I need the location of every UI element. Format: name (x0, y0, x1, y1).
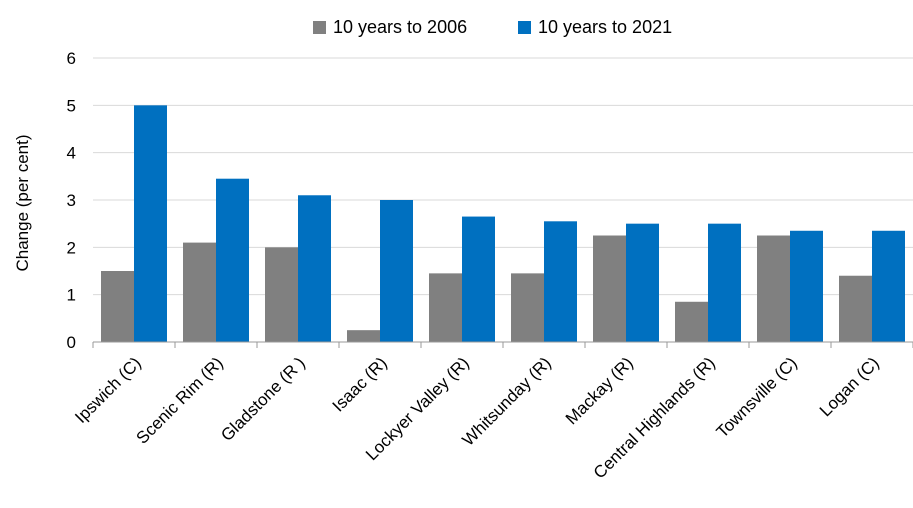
category-label: Townsville (C) (713, 353, 801, 441)
bar-2006 (183, 242, 216, 342)
y-tick-label: 3 (67, 191, 76, 210)
bar-2021 (708, 223, 741, 342)
legend-swatch (518, 21, 531, 34)
y-tick-label: 5 (67, 96, 76, 115)
category-label: Mackay (R) (562, 353, 637, 428)
y-axis-ticks: 0 1 2 3 4 5 6 (67, 49, 76, 352)
legend-label: 10 years to 2021 (538, 17, 672, 37)
category-label: Whitsunday (R) (459, 353, 555, 449)
legend: 10 years to 2006 10 years to 2021 (313, 17, 672, 37)
bar-2006 (839, 275, 872, 342)
bar-2006 (265, 247, 298, 342)
y-tick-label: 1 (67, 286, 76, 305)
legend-swatch (313, 21, 326, 34)
category-labels: Ipswich (C)Scenic Rim (R)Gladstone (R ) I… (71, 353, 883, 482)
bar-2021 (134, 105, 167, 342)
bar-2021 (872, 230, 905, 342)
bar-2006 (757, 235, 790, 342)
bars (101, 105, 905, 342)
category-label: Isaac (R) (329, 353, 391, 415)
category-label: Logan (C) (816, 353, 883, 420)
x-axis (92, 341, 913, 348)
bar-2006 (675, 301, 708, 342)
bar-2021 (298, 195, 331, 342)
legend-label: 10 years to 2006 (333, 17, 467, 37)
bar-2021 (380, 200, 413, 342)
y-tick-label: 2 (67, 238, 76, 257)
category-label: Ipswich (C) (71, 353, 145, 427)
y-axis-title: Change (per cent) (13, 134, 32, 271)
bar-2006 (101, 271, 134, 342)
y-tick-label: 6 (67, 49, 76, 68)
y-tick-label: 4 (67, 144, 76, 163)
category-label: Gladstone (R ) (217, 353, 309, 445)
bar-2021 (216, 178, 249, 342)
bar-2021 (544, 221, 577, 342)
bar-2021 (462, 216, 495, 342)
bar-2006 (347, 330, 380, 342)
bar-2006 (429, 273, 462, 342)
bar-2006 (593, 235, 626, 342)
bar-2006 (511, 273, 544, 342)
y-tick-label: 0 (67, 333, 76, 352)
category-label: Scenic Rim (R) (133, 353, 227, 447)
bar-2021 (790, 230, 823, 342)
bar-2021 (626, 223, 659, 342)
